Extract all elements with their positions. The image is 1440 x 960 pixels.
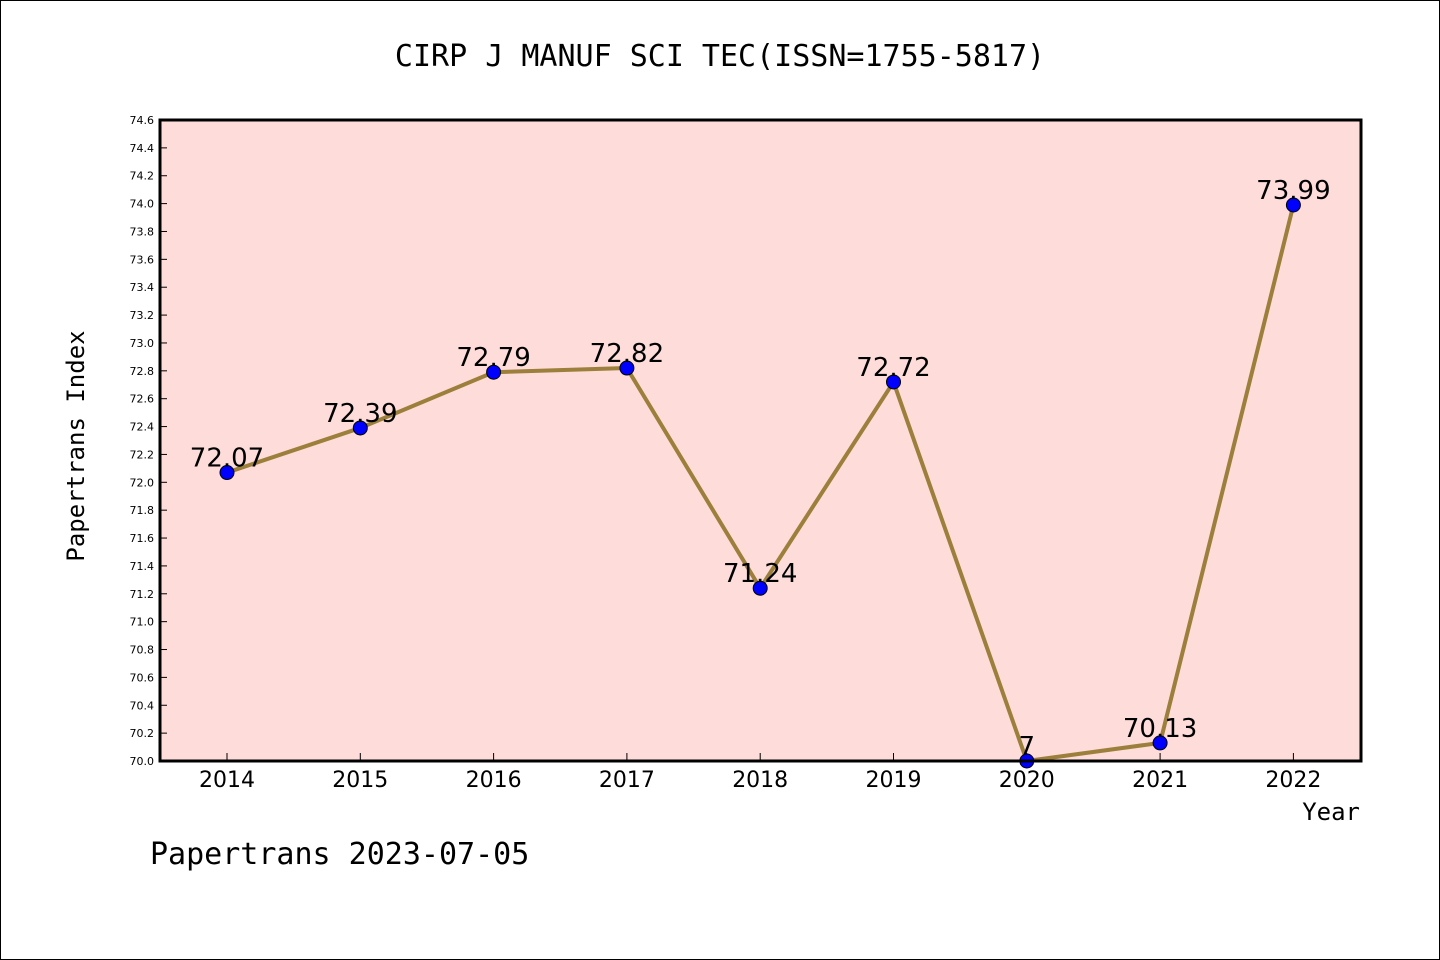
data-point [752,580,768,596]
x-tick-label: 2014 [199,768,255,793]
x-tick-label: 2021 [1132,768,1188,793]
data-point [619,360,635,376]
chart-title: CIRP J MANUF SCI TEC(ISSN=1755-5817) [395,39,1045,74]
data-label: 72.79 [456,343,530,373]
x-tick-label: 2019 [866,768,922,793]
y-tick-label: 71.6 [130,532,155,545]
y-tick-label: 71.2 [130,588,155,601]
y-tick-label: 74.4 [130,142,155,155]
y-tick-label: 72.6 [130,393,155,406]
x-axis-label: Year [1302,798,1360,826]
x-tick-label: 2017 [599,768,655,793]
y-tick-label: 72.0 [130,476,155,489]
y-tick-label: 73.4 [130,281,155,294]
y-tick-label: 70.4 [130,699,155,712]
x-tick-label: 2020 [999,768,1055,793]
y-tick-label: 70.2 [130,727,155,740]
footer-text: Papertrans 2023-07-05 [150,837,529,872]
y-tick-label: 73.8 [130,225,155,238]
data-point [219,465,235,481]
data-point [486,364,502,380]
data-point [1285,197,1301,213]
x-tick-label: 2015 [332,768,388,793]
y-tick-label: 73.6 [130,253,155,266]
data-point [1152,735,1168,751]
plot-area [160,120,1361,761]
data-label: 72.39 [323,399,397,429]
y-tick-label: 72.2 [130,448,155,461]
y-tick-label: 73.0 [130,337,155,350]
data-label: 72.72 [856,353,930,383]
x-tick-label: 2016 [466,768,522,793]
y-tick-label: 74.2 [130,170,155,183]
y-tick-label: 74.0 [130,198,155,211]
data-label: 72.82 [590,339,664,369]
x-tick-label: 2022 [1265,768,1321,793]
y-tick-label: 70.0 [130,755,155,768]
y-tick-label: 72.8 [130,365,155,378]
y-tick-label: 71.0 [130,616,155,629]
y-tick-label: 70.8 [130,644,155,657]
plot-border [158,118,1363,763]
y-tick-label: 72.4 [130,421,155,434]
x-tick-label: 2018 [732,768,788,793]
y-tick-label: 73.2 [130,309,155,322]
data-label: 71.24 [723,559,797,589]
series-layer: 72.07 72.39 72.79 72.82 71.24 72.72 7 70.13 73.9… [190,176,1331,769]
x-axis-ticks: 2014 2015 2016 2017 2018 2019 2020 2021 2022 [199,753,1321,793]
data-label: 70.13 [1123,714,1197,744]
data-label: 72.07 [190,444,264,474]
y-tick-label: 71.8 [130,504,155,517]
data-label: 7 [1019,732,1036,762]
y-axis-label: Papertrans Index [62,330,90,561]
y-tick-label: 74.6 [130,114,155,127]
data-point [886,374,901,390]
y-tick-label: 71.4 [130,560,155,573]
data-point [352,420,368,436]
y-tick-label: 70.6 [130,671,155,684]
data-label: 73.99 [1256,176,1330,206]
y-axis-ticks: 70.0 70.2 70.4 70.6 70.8 71.0 71.2 71.4 71.6 71.8… [130,114,167,768]
